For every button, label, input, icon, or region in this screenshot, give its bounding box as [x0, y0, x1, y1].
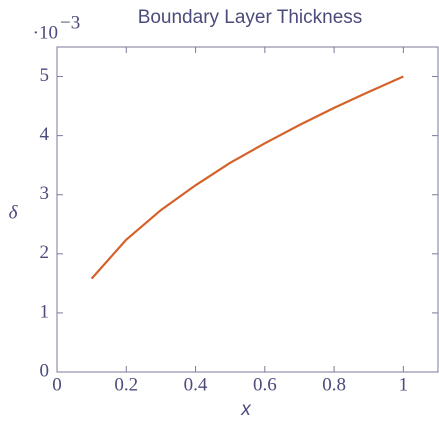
x-tick-label: 0 [52, 374, 62, 395]
x-tick-label: 0.4 [184, 374, 208, 395]
chart-title: Boundary Layer Thickness [138, 7, 363, 28]
plot-frame [56, 46, 439, 373]
y-multiplier-base: ·10 [33, 22, 58, 43]
data-line [90, 75, 404, 280]
x-axis-label: x [240, 399, 252, 420]
y-tick-label: 1 [40, 301, 50, 322]
x-tick-label: 0.2 [114, 374, 138, 395]
x-tick-label: 1 [399, 374, 409, 395]
y-tick-label: 4 [40, 124, 50, 145]
y-multiplier-exponent: −3 [60, 12, 80, 33]
y-tick-label: 3 [40, 183, 50, 204]
y-tick-label: 5 [40, 65, 50, 86]
y-tick-label: 2 [40, 242, 50, 263]
x-tick-label: 0.8 [322, 374, 346, 395]
x-tick-label: 0.6 [253, 374, 277, 395]
y-tick-label: 0 [40, 360, 50, 381]
y-axis-label: δ [9, 202, 19, 223]
